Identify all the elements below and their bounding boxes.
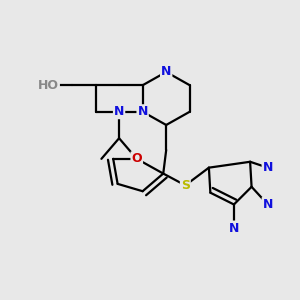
Text: N: N xyxy=(262,161,273,174)
Text: N: N xyxy=(137,105,148,118)
Text: N: N xyxy=(262,198,273,211)
Text: HO: HO xyxy=(38,79,59,92)
Text: N: N xyxy=(161,65,171,79)
Text: N: N xyxy=(114,105,124,118)
Text: O: O xyxy=(131,152,142,165)
Text: S: S xyxy=(181,179,190,192)
Text: N: N xyxy=(229,221,239,235)
